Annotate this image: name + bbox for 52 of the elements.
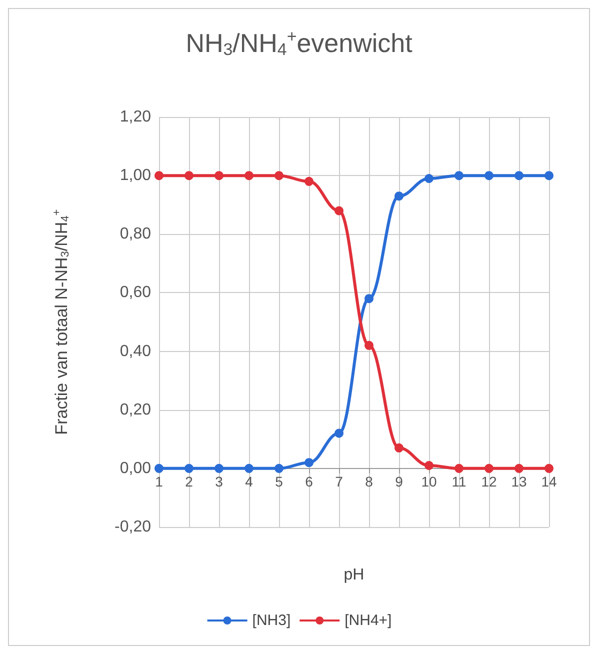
- x-tick-label: 4: [245, 473, 254, 490]
- point: [244, 171, 254, 180]
- point: [514, 464, 524, 473]
- point: [304, 176, 314, 186]
- point: [364, 340, 374, 350]
- point: [274, 464, 284, 473]
- x-tick-label: 12: [481, 473, 497, 490]
- y-tick-label: 0,80: [120, 226, 152, 243]
- x-tick-label: 8: [365, 473, 374, 490]
- x-tick-label: 5: [275, 473, 284, 490]
- point: [334, 206, 344, 216]
- point: [424, 461, 434, 470]
- x-tick-label: 3: [215, 473, 224, 490]
- point: [544, 171, 554, 180]
- y-tick-label: 1,20: [120, 108, 152, 126]
- x-tick-label: 14: [541, 473, 557, 490]
- point: [454, 171, 464, 180]
- x-tick-label: 13: [511, 473, 527, 490]
- y-tick-label: 1,00: [120, 167, 152, 184]
- x-tick-label: 11: [452, 473, 466, 490]
- y-tick-label: 0,00: [120, 460, 152, 477]
- point: [364, 294, 374, 304]
- point: [214, 171, 224, 180]
- legend-label: [NH3]: [252, 612, 291, 629]
- x-tick-label: 6: [305, 473, 314, 490]
- point: [214, 464, 224, 473]
- legend-label: [NH4+]: [344, 612, 392, 629]
- point: [484, 464, 494, 473]
- point: [394, 443, 404, 452]
- x-tick-label: 9: [395, 473, 404, 490]
- point: [154, 171, 164, 180]
- point: [244, 464, 254, 473]
- point: [334, 428, 344, 438]
- y-tick-label: 0,60: [120, 284, 152, 302]
- x-tick-label: 2: [185, 473, 194, 490]
- point: [514, 171, 524, 180]
- point: [394, 192, 404, 201]
- x-axis-title: pH: [344, 566, 364, 584]
- y-tick-label: 0,40: [120, 342, 152, 360]
- point: [454, 464, 464, 473]
- y-axis-title: Fractie van totaal N-NH3/NH4+: [51, 209, 72, 435]
- x-tick-label: 1: [155, 473, 164, 490]
- x-tick-label: 7: [335, 473, 344, 490]
- x-tick-label: 10: [421, 473, 437, 490]
- point: [184, 464, 194, 473]
- point: [484, 171, 494, 180]
- point: [274, 171, 284, 180]
- y-tick-label: -0,20: [114, 518, 152, 536]
- point: [304, 458, 314, 468]
- y-tick-label: 0,20: [120, 401, 152, 418]
- point: [424, 174, 434, 183]
- point: [184, 171, 194, 180]
